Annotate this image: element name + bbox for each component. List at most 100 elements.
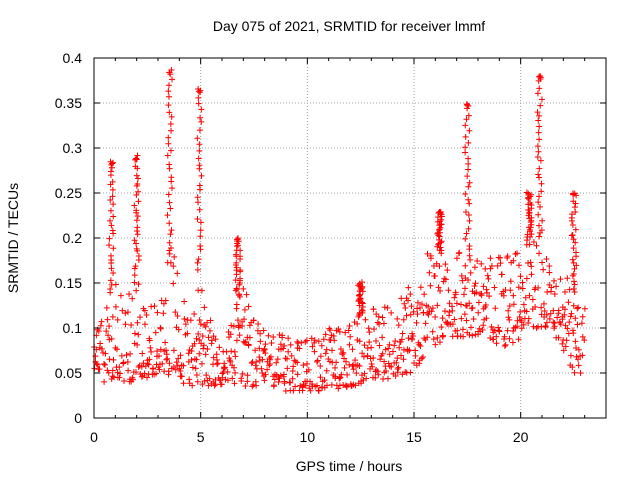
data-point [326,325,333,332]
data-point [526,292,533,299]
data-point [165,191,172,198]
data-point [160,310,167,317]
data-point [405,297,412,304]
data-point [192,365,199,372]
data-point [165,93,172,100]
data-point [480,322,487,329]
data-point [449,307,456,314]
data-point [287,341,294,348]
data-point [409,332,416,339]
data-point [429,328,436,335]
data-point [244,372,251,379]
data-point [469,304,476,311]
data-point [388,309,395,316]
data-point [343,358,350,365]
data-point [175,355,182,362]
data-point [191,310,198,317]
data-point [357,295,364,302]
data-point [294,338,301,345]
data-point [438,247,445,254]
data-point [386,341,393,348]
data-point [222,364,229,371]
data-point [487,255,494,262]
data-point [430,336,437,343]
data-point [166,239,173,246]
data-point [483,289,490,296]
data-point [108,222,115,229]
data-point [233,305,240,312]
data-point [437,224,444,231]
data-point [119,307,126,314]
data-point [129,295,136,302]
data-point [132,368,139,375]
data-point [235,291,242,298]
data-point [157,346,164,353]
data-point [170,347,177,354]
data-point [230,323,237,330]
data-point [391,342,398,349]
data-point [474,258,481,265]
data-point [432,341,439,348]
data-point [375,313,382,320]
data-point [373,311,380,318]
data-point [445,287,452,294]
data-point [454,327,461,334]
data-point [575,362,582,369]
data-point [108,265,115,272]
data-point [366,329,373,336]
data-point [356,302,363,309]
data-point [453,300,460,307]
data-point [103,304,110,311]
y-tick-label: 0.05 [55,365,82,381]
x-tick-label: 10 [300,429,316,445]
data-point [529,296,536,303]
data-point [135,331,142,338]
data-point [466,242,473,249]
data-point [428,308,435,315]
data-point [435,284,442,291]
data-point [124,359,131,366]
data-point [177,352,184,359]
data-point [546,315,553,322]
data-point [487,335,494,342]
data-point [165,88,172,95]
data-point [540,300,547,307]
data-point [285,335,292,342]
data-point [412,347,419,354]
data-point [196,147,203,154]
data-point [388,363,395,370]
data-point [170,263,177,270]
data-point [266,355,273,362]
data-point [359,350,366,357]
data-point [416,341,423,348]
data-point [392,338,399,345]
data-point [302,338,309,345]
data-point [373,337,380,344]
data-point [164,212,171,219]
data-point [159,360,166,367]
data-point [307,387,314,394]
data-point [245,303,252,310]
y-tick-label: 0.35 [55,95,82,111]
data-point [385,345,392,352]
data-point [361,342,368,349]
data-point [219,370,226,377]
data-point [532,303,539,310]
data-point [197,233,204,240]
data-point [107,158,114,165]
data-point [533,242,540,249]
data-point [261,377,268,384]
data-point [479,326,486,333]
data-point [233,238,240,245]
data-point [429,305,436,312]
data-point [117,370,124,377]
data-point [294,359,301,366]
data-point [439,332,446,339]
y-tick-label: 0.2 [63,230,83,246]
data-point [259,356,266,363]
data-point [110,356,117,363]
data-point [257,330,264,337]
data-point [353,370,360,377]
data-point [480,283,487,290]
data-point [233,286,240,293]
